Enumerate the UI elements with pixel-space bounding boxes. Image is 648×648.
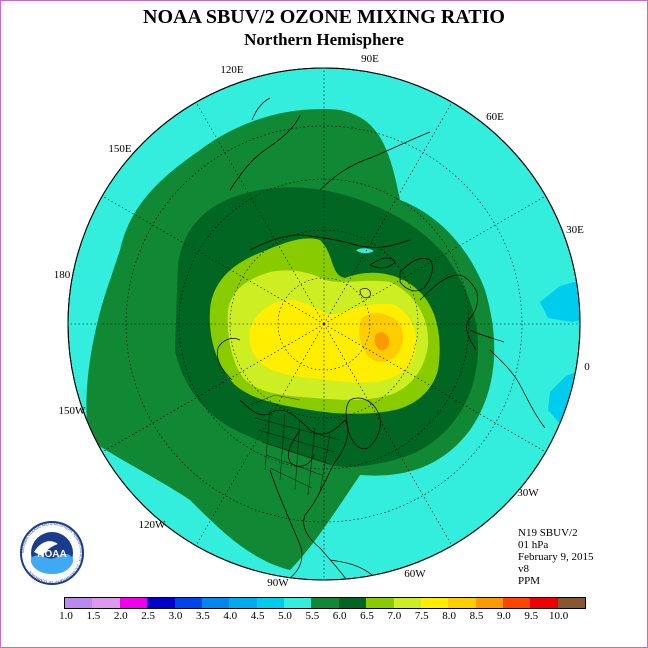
coastlines xyxy=(216,97,546,580)
noaa-logo-text: NOAA xyxy=(37,549,66,560)
colorbar-swatch xyxy=(557,598,586,608)
colorbar-label: 7.0 xyxy=(387,610,402,622)
colorbar-label: 6.5 xyxy=(360,610,374,622)
colorbar-swatch xyxy=(229,598,257,608)
lon-label-180: 180 xyxy=(54,269,71,281)
lon-label-30e: 30E xyxy=(566,224,584,236)
lon-label-90e: 90E xyxy=(361,53,379,65)
map-subtitle: Northern Hemisphere xyxy=(244,30,404,49)
coast-svalbard xyxy=(359,288,371,299)
colorbar-label: 4.5 xyxy=(250,610,265,622)
lon-label-30w: 30W xyxy=(517,487,539,499)
coast-scandinavia xyxy=(399,258,433,292)
coast-asia-east xyxy=(229,114,301,191)
info-level: 01 hPa xyxy=(518,539,549,551)
colorbar-label: 5.5 xyxy=(305,610,320,622)
colorbar-swatch xyxy=(420,598,449,608)
lon-label-120w: 120W xyxy=(139,519,167,531)
coast-novaya-zemlya xyxy=(369,257,396,269)
info-date: February 9, 2015 xyxy=(518,551,594,563)
lon-label-90w: 90W xyxy=(267,577,289,589)
colorbar-label: 9.0 xyxy=(497,610,511,622)
info-instrument: N19 SBUV/2 xyxy=(518,527,578,539)
colorbar-swatch xyxy=(393,598,421,608)
coast-europe xyxy=(419,274,478,351)
colorbar-label: 3.5 xyxy=(195,610,210,622)
coast-greenland xyxy=(345,397,381,450)
map-title: NOAA SBUV/2 OZONE MIXING RATIO xyxy=(143,6,505,28)
colorbar-label: 2.0 xyxy=(113,610,128,622)
colorbar-swatch xyxy=(448,598,476,608)
colorbar-swatch xyxy=(503,598,531,608)
colorbar-label: 3.0 xyxy=(168,610,183,622)
colorbar-labels: 1.0 1.5 2.0 2.5 3.0 3.5 4.0 4.5 5.0 5.5 6.0 6.5 7.0 7… xyxy=(52,610,612,624)
colorbar-swatch xyxy=(284,598,312,608)
coast-africa xyxy=(489,349,546,429)
coast-siberia xyxy=(249,234,411,251)
lon-label-150e: 150E xyxy=(108,143,132,155)
colorbar-label: 8.5 xyxy=(469,610,484,622)
lon-label-0: 0 xyxy=(584,361,590,373)
lon-label-120e: 120E xyxy=(220,64,244,76)
colorbar-label: 2.5 xyxy=(141,610,155,622)
colorbar-label: 1.0 xyxy=(59,610,73,622)
coast-mexico xyxy=(269,469,303,579)
contour-5-0-island xyxy=(356,248,374,254)
info-units: PPM xyxy=(518,575,541,587)
contour-8-5 xyxy=(374,332,390,351)
colorbar-swatch xyxy=(119,598,148,608)
noaa-logo: NOAA NATIONAL OCEANIC AND ATMOSPHERIC AD… xyxy=(20,521,84,585)
lon-label-60w: 60W xyxy=(404,568,426,580)
colorbar-swatch xyxy=(201,598,230,608)
coast-mediterranean xyxy=(469,329,505,343)
colorbar-swatch xyxy=(256,598,284,608)
colorbar-swatch xyxy=(147,598,175,608)
colorbar xyxy=(64,597,586,609)
coast-alaska xyxy=(216,338,241,381)
colorbar-label: 1.5 xyxy=(86,610,101,622)
colorbar-swatch xyxy=(530,598,558,608)
coast-japan xyxy=(251,97,271,121)
coast-asia-inner xyxy=(319,131,431,191)
colorbar-label: 5.0 xyxy=(278,610,292,622)
colorbar-swatch xyxy=(366,598,394,608)
colorbar-label: 6.0 xyxy=(332,610,347,622)
contour-4-5-east-upper xyxy=(540,280,580,322)
political-boundaries xyxy=(249,394,341,496)
colorbar-label: 7.5 xyxy=(414,610,429,622)
colorbar-label: 4.0 xyxy=(223,610,238,622)
coast-north-america xyxy=(239,399,351,580)
colorbar-swatch xyxy=(65,598,93,608)
colorbar-swatch xyxy=(311,598,339,608)
colorbar-swatch xyxy=(475,598,503,608)
colorbar-label: 8.0 xyxy=(442,610,457,622)
colorbar-label: 9.5 xyxy=(524,610,539,622)
colorbar-swatch xyxy=(338,598,367,608)
meridians xyxy=(68,68,580,580)
colorbar-swatch xyxy=(174,598,202,608)
lon-label-60e: 60E xyxy=(486,111,504,123)
lon-label-150w: 150W xyxy=(59,405,87,417)
info-version: v8 xyxy=(518,563,529,575)
product-info: N19 SBUV/2 01 hPa February 9, 2015 v8 PP… xyxy=(518,527,593,587)
colorbar-label: 10.0 xyxy=(549,610,569,622)
colorbar-swatch xyxy=(92,598,120,608)
